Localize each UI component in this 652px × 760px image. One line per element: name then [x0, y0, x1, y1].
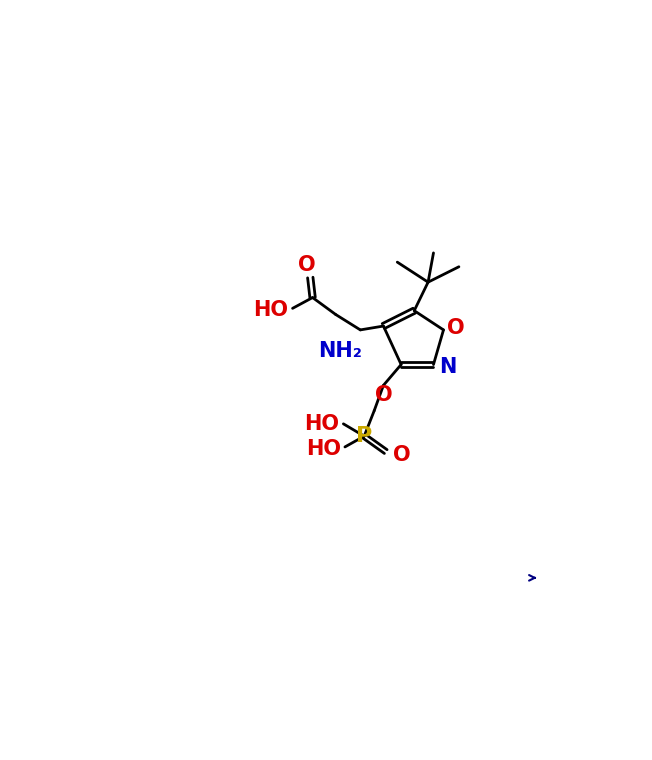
Text: P: P [356, 426, 372, 446]
Text: O: O [447, 318, 465, 338]
Text: HO: HO [306, 439, 341, 459]
Text: O: O [375, 385, 393, 405]
Text: HO: HO [304, 414, 339, 434]
Text: O: O [393, 445, 411, 465]
Text: O: O [297, 255, 316, 275]
Text: N: N [439, 357, 456, 377]
Text: HO: HO [254, 300, 288, 320]
Text: NH₂: NH₂ [318, 341, 362, 362]
